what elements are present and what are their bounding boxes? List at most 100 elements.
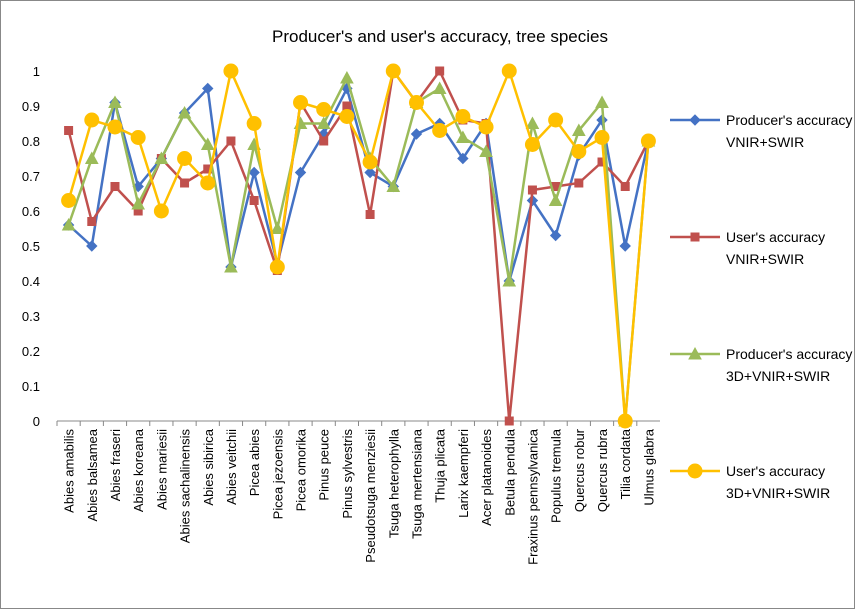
data-point	[479, 144, 493, 157]
data-point	[385, 63, 401, 79]
data-point	[249, 196, 259, 205]
chart-title: Producer's and user's accuracy, tree spe…	[272, 27, 608, 46]
y-tick-label: 0.9	[22, 99, 40, 114]
x-tick-label: Picea abies	[247, 429, 262, 497]
legend-marker	[689, 114, 701, 126]
data-point	[410, 128, 423, 140]
y-tick-label: 0	[33, 414, 40, 429]
data-point	[319, 136, 329, 146]
legend-label: Producer's accuracy 3D+VNIR+SWIR	[726, 346, 853, 384]
x-tick-label: Ulmus glabra	[641, 428, 656, 505]
data-point	[224, 259, 238, 273]
legend-label: User's accuracy VNIR+SWIR	[726, 229, 826, 267]
data-point	[432, 81, 447, 94]
data-point	[478, 119, 494, 135]
data-point	[64, 126, 74, 135]
data-point	[549, 229, 562, 242]
data-point	[84, 112, 100, 128]
x-tick-label: Abies sibirica	[201, 428, 216, 505]
x-tick-label: Larix kaempferi	[456, 429, 471, 518]
legend-marker	[688, 346, 702, 360]
data-point	[293, 95, 309, 110]
data-point	[620, 182, 630, 191]
data-point	[223, 63, 239, 79]
data-point	[386, 179, 401, 192]
y-tick-label: 0.3	[22, 309, 40, 324]
data-point	[571, 123, 586, 136]
data-point	[595, 95, 609, 108]
data-point	[316, 116, 331, 129]
data-point	[226, 136, 236, 146]
data-point	[571, 144, 587, 159]
data-point	[110, 182, 120, 191]
data-point	[527, 185, 537, 195]
data-point	[362, 154, 378, 170]
y-tick-label: 0.4	[22, 274, 40, 289]
data-point	[294, 166, 307, 179]
data-point	[270, 221, 285, 234]
data-point	[365, 210, 375, 219]
y-tick-label: 1	[33, 64, 40, 79]
data-point	[248, 166, 260, 179]
legend-marker	[690, 232, 700, 242]
data-point	[617, 413, 633, 429]
x-tick-label: Betula pendula	[502, 428, 517, 516]
y-tick-label: 0.7	[22, 169, 40, 184]
data-point	[84, 151, 99, 164]
data-point	[619, 240, 631, 252]
data-point	[200, 137, 215, 150]
x-tick-label: Populus tremula	[549, 428, 564, 523]
data-point	[200, 175, 216, 191]
x-tick-label: Picea jezoensis	[270, 429, 285, 520]
x-tick-label: Abies veitchii	[224, 429, 239, 505]
x-tick-label: Pinus peuce	[317, 429, 332, 501]
data-point	[574, 178, 584, 188]
legend-label: Producer's accuracy VNIR+SWIR	[726, 112, 853, 150]
data-point	[316, 102, 332, 117]
series-line	[67, 74, 650, 422]
data-point	[61, 217, 76, 231]
data-point	[455, 109, 471, 124]
data-point	[340, 70, 354, 84]
x-tick-label: Thuja plicata	[433, 428, 448, 502]
x-tick-label: Abies amabilis	[62, 429, 77, 513]
data-point	[339, 109, 355, 124]
x-tick-label: Abies mariesii	[154, 429, 169, 510]
data-point	[180, 178, 190, 188]
data-point	[364, 166, 376, 179]
data-point	[502, 273, 517, 287]
x-tick-label: Tsuga mertensiana	[409, 428, 424, 539]
x-tick-label: Fraxinus pennsylvanica	[525, 428, 540, 565]
y-tick-label: 0.1	[22, 379, 40, 394]
data-point	[177, 151, 193, 166]
data-point	[107, 119, 123, 135]
data-point	[61, 193, 77, 208]
data-point	[86, 240, 98, 252]
x-tick-label: Abies sachalinensis	[178, 429, 193, 544]
data-point	[504, 416, 514, 426]
data-point	[246, 116, 262, 131]
data-point	[153, 203, 169, 219]
data-point	[202, 82, 214, 95]
x-tick-label: Tilia cordata	[618, 428, 633, 499]
y-tick-label: 0.2	[22, 344, 40, 359]
x-tick-label: Pseudotsuga menziesii	[363, 429, 378, 563]
data-point	[177, 105, 192, 119]
data-point	[548, 193, 563, 206]
x-tick-label: Picea omorika	[294, 428, 309, 511]
data-point	[108, 95, 122, 108]
x-tick-label: Acer platanoides	[479, 429, 494, 526]
data-point	[524, 137, 540, 152]
x-tick-label: Abies koreana	[131, 428, 146, 512]
legend-label: User's accuracy 3D+VNIR+SWIR	[726, 463, 831, 501]
y-tick-label: 0.8	[22, 134, 40, 149]
x-tick-label: Abies balsamea	[85, 428, 100, 521]
data-point	[456, 130, 470, 143]
x-tick-label: Abies fraseri	[108, 429, 123, 501]
x-tick-label: Quercus robur	[572, 428, 587, 512]
data-point	[525, 116, 540, 129]
y-tick-label: 0.5	[22, 239, 40, 254]
